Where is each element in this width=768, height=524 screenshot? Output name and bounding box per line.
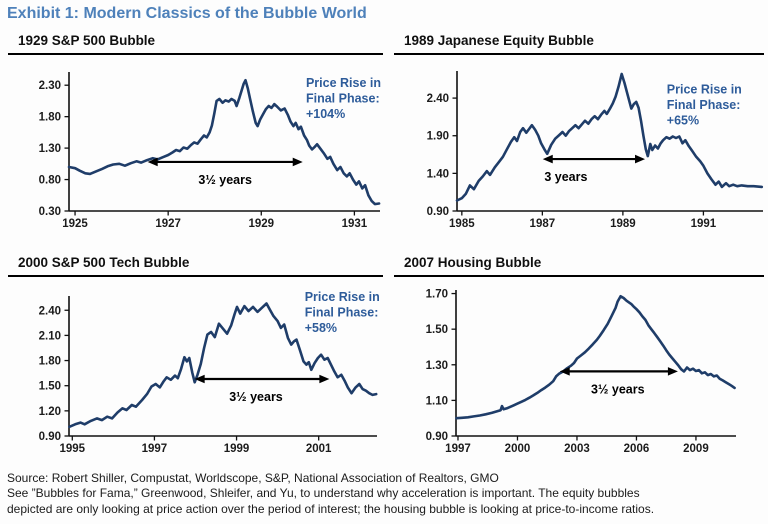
price-rise-annotation: Final Phase:: [667, 98, 741, 112]
x-tick-label: 1987: [530, 218, 556, 230]
chart-plot-1929: 0.30 0.80 1.30 1.80 2.30 1925 1927 1929 1931 3½ y…: [39, 72, 381, 230]
y-tick-label: 0.90: [39, 431, 61, 443]
chart-title-2000: 2000 S&P 500 Tech Bubble: [18, 255, 190, 270]
y-tick-label: 1.30: [426, 360, 448, 372]
x-tick-label: 1995: [59, 443, 85, 455]
arrowhead-right: [319, 374, 330, 384]
y-tick-label: 2.40: [39, 305, 61, 317]
y-tick-label: 1.30: [39, 143, 61, 155]
title-underline: [394, 275, 764, 277]
title-underline: [394, 53, 764, 55]
x-tick-label: 1929: [248, 218, 274, 230]
arrow-label: 3½ years: [198, 173, 252, 187]
chart-panel-1989-japan: 1989 Japanese Equity Bubble 0.90 1.40 1.90…: [394, 33, 764, 233]
y-tick-label: 0.30: [39, 206, 61, 218]
series-line: [455, 72, 764, 202]
x-tick-label: 2006: [624, 443, 650, 455]
x-tick-label: 1999: [224, 443, 250, 455]
chart-title-2007: 2007 Housing Bubble: [404, 255, 542, 270]
price-rise-annotation: Final Phase:: [305, 306, 379, 320]
y-tick-label: 2.10: [39, 330, 61, 342]
chart-panel-2007-housing: 2007 Housing Bubble 0.90 1.10 1.30 1.50 1.70…: [394, 255, 764, 462]
x-tick-label: 1927: [155, 218, 181, 230]
series-line: [67, 78, 381, 206]
price-rise-annotation: Final Phase:: [306, 92, 380, 106]
y-tick-label: 1.50: [426, 324, 448, 336]
y-tick-label: 0.90: [426, 431, 448, 443]
x-tick-label: 2000: [505, 443, 531, 455]
x-tick-label: 1997: [142, 443, 168, 455]
price-rise-annotation: Price Rise in: [667, 83, 742, 97]
title-underline: [8, 275, 383, 277]
y-tick-label: 1.80: [39, 356, 61, 368]
arrow-label: 3 years: [544, 170, 587, 184]
x-tick-label: 2001: [306, 443, 332, 455]
chart-plot-2000: 0.90 1.20 1.50 1.80 2.10 2.40 1995 1997 1999 2001…: [39, 290, 380, 455]
price-rise-annotation: Price Rise in: [305, 290, 380, 304]
title-underline: [8, 53, 383, 55]
arrowhead-left: [542, 154, 553, 164]
price-rise-annotation: +65%: [667, 114, 699, 128]
source-line-3: depicted are only looking at price actio…: [7, 501, 655, 516]
series-line: [455, 294, 736, 420]
chart-panel-1929-sp500: 1929 S&P 500 Bubble 0.30 0.80 1.30 1.80 2.30…: [8, 33, 383, 233]
arrowhead-right: [292, 157, 303, 167]
x-tick-label: 2009: [683, 443, 709, 455]
exhibit-title: Exhibit 1: Modern Classics of the Bubble…: [7, 5, 367, 22]
y-tick-label: 2.40: [427, 93, 449, 105]
x-tick-label: 1991: [691, 218, 717, 230]
arrow-label: 3½ years: [591, 382, 645, 396]
y-tick-label: 1.40: [427, 168, 449, 180]
arrow-label: 3½ years: [229, 390, 283, 404]
chart-plot-1989: 0.90 1.40 1.90 2.40 1985 1987 1989 1991 3 years P…: [427, 71, 764, 230]
source-line-1: Source: Robert Shiller, Compustat, World…: [7, 471, 499, 485]
arrowhead-left: [559, 367, 570, 376]
y-tick-label: 1.10: [426, 395, 448, 407]
chart-plot-2007: 0.90 1.10 1.30 1.50 1.70 1997 2000 2003 2006 2009…: [426, 289, 736, 455]
x-tick-label: 1931: [342, 218, 368, 230]
x-tick-label: 1925: [62, 218, 88, 230]
y-tick-label: 0.80: [39, 175, 61, 187]
source-line-2: See ”Bubbles for Fama,” Greenwood, Shlei…: [7, 486, 640, 501]
y-tick-label: 1.70: [426, 289, 448, 301]
y-tick-label: 1.20: [39, 406, 61, 418]
x-tick-label: 1985: [449, 218, 475, 230]
x-tick-label: 2003: [564, 443, 590, 455]
arrowhead-right: [635, 154, 646, 164]
chart-panel-2000-tech: 2000 S&P 500 Tech Bubble 0.90 1.20 1.50 1.8…: [8, 255, 383, 462]
price-rise-annotation: Price Rise in: [306, 76, 381, 90]
chart-title-1929: 1929 S&P 500 Bubble: [18, 33, 156, 48]
arrowhead-left: [147, 157, 158, 167]
source-note: Source: Robert Shiller, Compustat, World…: [7, 471, 654, 517]
y-tick-label: 1.80: [39, 112, 61, 124]
x-tick-label: 1997: [445, 443, 471, 455]
price-rise-annotation: +58%: [305, 321, 337, 335]
series-line: [68, 302, 378, 429]
y-tick-label: 2.30: [39, 80, 61, 92]
x-tick-label: 1989: [610, 218, 636, 230]
y-tick-label: 0.90: [427, 206, 449, 218]
y-tick-label: 1.50: [39, 381, 61, 393]
chart-title-1989: 1989 Japanese Equity Bubble: [404, 33, 594, 48]
arrowhead-right: [667, 367, 678, 376]
price-rise-annotation: +104%: [306, 107, 345, 121]
y-tick-label: 1.90: [427, 131, 449, 143]
arrowhead-left: [194, 374, 205, 384]
